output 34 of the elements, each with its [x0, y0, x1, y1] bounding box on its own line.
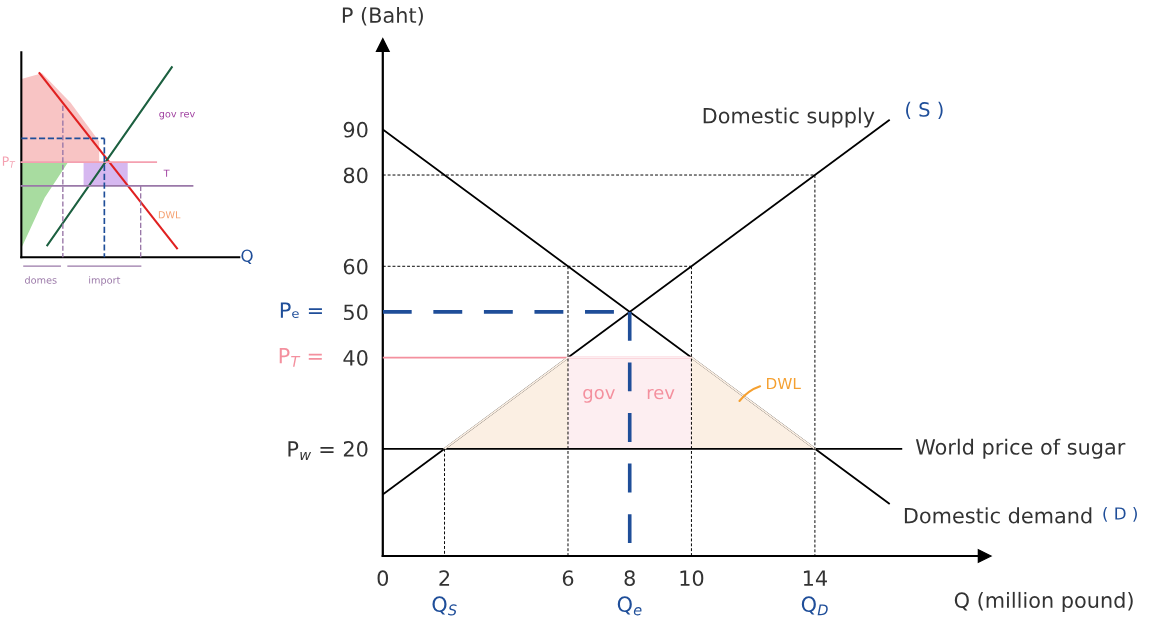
text: Q [241, 249, 253, 264]
text: DWL [158, 211, 181, 219]
series-label: World price of sugar [915, 438, 1126, 459]
text: Q$_{D}$ [801, 596, 828, 616]
text: Q$_{S}$ [432, 596, 457, 616]
text: ( D ) [1103, 506, 1137, 522]
text: import [89, 276, 121, 286]
annotation: DWL [767, 377, 801, 390]
y-axis-title: P (Baht) [342, 6, 423, 26]
x-tick-label: 0 [377, 570, 389, 587]
series-label: Domestic demand [904, 507, 1092, 524]
text: gov rev [159, 111, 195, 120]
x-tick-label: 6 [562, 570, 574, 587]
annotation: ( S ) [906, 101, 943, 120]
text: P$_{T}$ = [279, 348, 322, 367]
y-tick-label: P$_{w}$ = 20 [288, 441, 368, 460]
y-tick-label: 50 [344, 304, 368, 321]
text: Pₑ = [280, 302, 322, 318]
annotation: gov [583, 388, 615, 403]
text: domes [25, 276, 57, 284]
x-axis-title: Q (million pound) [954, 591, 1133, 613]
text: P$_{T}$ [2, 156, 16, 168]
x-tick-label: 10 [680, 570, 704, 587]
x-tick-label: 8 [624, 570, 635, 587]
series-label: Domestic supply [703, 107, 875, 128]
x-tick-label: 14 [803, 570, 827, 586]
y-tick-label: 90 [343, 121, 368, 138]
x-tick-label: 2 [439, 570, 450, 586]
text: Q$_{e}$ [617, 596, 642, 616]
text: T [163, 169, 170, 177]
y-tick-label: 60 [343, 258, 368, 275]
y-tick-label: 80 [343, 167, 368, 184]
y-tick-label: 40 [343, 349, 368, 366]
annotation: rev [647, 388, 675, 400]
